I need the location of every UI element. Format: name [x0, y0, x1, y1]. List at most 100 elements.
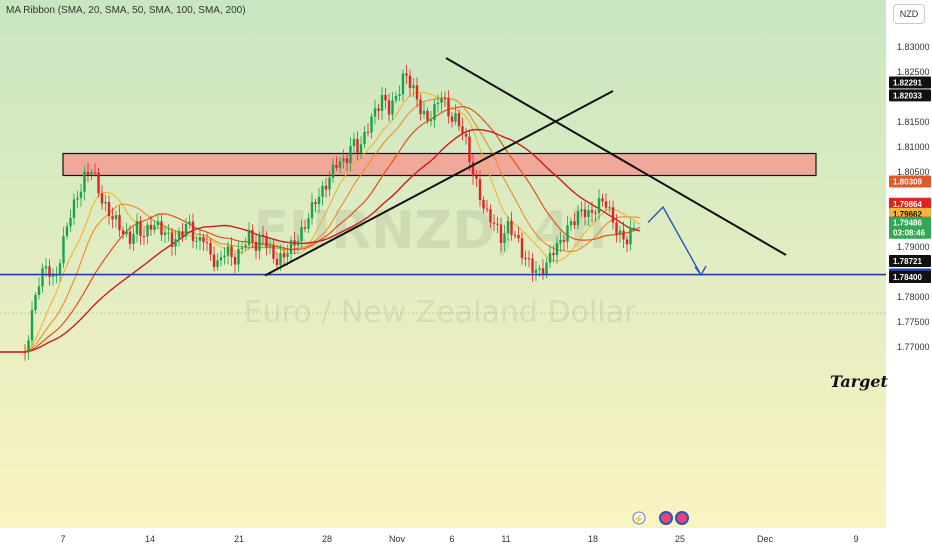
candle-body[interactable]	[261, 234, 265, 236]
falling-trendline[interactable]	[445, 57, 787, 256]
candle-body[interactable]	[335, 164, 338, 168]
candle-body[interactable]	[517, 235, 520, 239]
candle-body[interactable]	[237, 248, 240, 265]
candle-body[interactable]	[62, 236, 65, 264]
candle-body[interactable]	[436, 102, 440, 105]
price-tag[interactable]	[889, 175, 931, 188]
candle-body[interactable]	[247, 229, 251, 246]
candle-body[interactable]	[142, 236, 146, 238]
candle-body[interactable]	[153, 225, 156, 230]
candle-body[interactable]	[443, 98, 447, 100]
candle-body[interactable]	[128, 231, 132, 244]
candle-body[interactable]	[461, 126, 464, 134]
candle-body[interactable]	[629, 227, 632, 245]
candle-body[interactable]	[268, 246, 272, 248]
candle-body[interactable]	[513, 234, 517, 236]
candle-body[interactable]	[356, 138, 359, 153]
candle-body[interactable]	[349, 145, 352, 164]
candle-body[interactable]	[93, 172, 97, 174]
candle-body[interactable]	[457, 113, 461, 127]
candle-body[interactable]	[233, 256, 237, 265]
candle-body[interactable]	[387, 100, 391, 115]
candle-body[interactable]	[496, 223, 499, 225]
candle-body[interactable]	[79, 191, 83, 198]
candle-body[interactable]	[83, 171, 86, 192]
candle-body[interactable]	[475, 175, 478, 180]
candle-body[interactable]	[205, 242, 209, 244]
candle-body[interactable]	[405, 73, 408, 76]
candle-body[interactable]	[562, 240, 566, 242]
candle-body[interactable]	[471, 161, 475, 176]
candle-body[interactable]	[272, 246, 275, 259]
candle-body[interactable]	[342, 158, 345, 162]
candle-body[interactable]	[184, 224, 188, 237]
resistance-zone[interactable]	[62, 152, 817, 177]
candle-body[interactable]	[174, 239, 177, 247]
candle-body[interactable]	[296, 241, 300, 246]
candle-body[interactable]	[251, 229, 254, 242]
candle-body[interactable]	[240, 247, 244, 249]
candle-body[interactable]	[223, 255, 226, 258]
candle-body[interactable]	[492, 222, 496, 224]
candle-body[interactable]	[48, 266, 51, 277]
candle-body[interactable]	[345, 158, 349, 164]
candle-body[interactable]	[587, 210, 590, 218]
candle-body[interactable]	[531, 258, 534, 273]
candle-body[interactable]	[538, 268, 541, 270]
candle-body[interactable]	[216, 260, 219, 268]
candle-body[interactable]	[426, 110, 429, 121]
candle-body[interactable]	[34, 295, 37, 311]
candle-body[interactable]	[121, 230, 125, 235]
candle-body[interactable]	[86, 171, 90, 175]
currency-badge[interactable]: NZD	[893, 4, 925, 24]
candle-body[interactable]	[202, 236, 205, 243]
candle-body[interactable]	[118, 215, 121, 231]
candle-body[interactable]	[198, 236, 202, 241]
candle-body[interactable]	[170, 232, 174, 247]
candle-body[interactable]	[506, 220, 510, 234]
candle-body[interactable]	[177, 231, 181, 240]
candle-body[interactable]	[163, 232, 167, 235]
candle-body[interactable]	[282, 253, 286, 258]
candle-body[interactable]	[520, 238, 524, 259]
candle-body[interactable]	[44, 266, 48, 269]
candle-body[interactable]	[181, 231, 184, 237]
candle-body[interactable]	[394, 95, 398, 101]
candle-body[interactable]	[321, 185, 324, 197]
candle-body[interactable]	[611, 207, 615, 223]
price-tag[interactable]	[889, 216, 931, 239]
candle-body[interactable]	[576, 211, 580, 226]
economic-event-icon-2[interactable]	[675, 511, 689, 525]
candle-body[interactable]	[569, 221, 573, 226]
price-tag[interactable]	[889, 197, 931, 210]
candle-body[interactable]	[107, 201, 111, 217]
candle-body[interactable]	[415, 85, 419, 100]
price-tag[interactable]	[889, 76, 931, 89]
candle-body[interactable]	[149, 224, 153, 230]
candle-body[interactable]	[135, 221, 139, 235]
candle-body[interactable]	[482, 199, 485, 209]
price-tag[interactable]	[889, 271, 931, 283]
candle-body[interactable]	[510, 220, 513, 235]
candle-body[interactable]	[139, 221, 142, 237]
candle-body[interactable]	[632, 227, 636, 229]
candle-body[interactable]	[300, 227, 303, 242]
candle-body[interactable]	[100, 193, 104, 204]
candle-body[interactable]	[307, 218, 310, 229]
candle-body[interactable]	[384, 94, 387, 101]
candle-body[interactable]	[338, 161, 342, 168]
candle-body[interactable]	[226, 246, 230, 256]
candle-body[interactable]	[485, 208, 489, 210]
candle-body[interactable]	[401, 73, 405, 95]
candle-body[interactable]	[254, 241, 258, 251]
candle-body[interactable]	[545, 262, 548, 275]
candle-body[interactable]	[524, 258, 527, 260]
candle-body[interactable]	[489, 209, 492, 223]
candle-body[interactable]	[51, 275, 55, 277]
candle-body[interactable]	[310, 202, 314, 219]
candle-body[interactable]	[604, 201, 608, 208]
candle-body[interactable]	[440, 98, 443, 103]
candle-body[interactable]	[27, 340, 30, 353]
candle-body[interactable]	[125, 231, 128, 235]
